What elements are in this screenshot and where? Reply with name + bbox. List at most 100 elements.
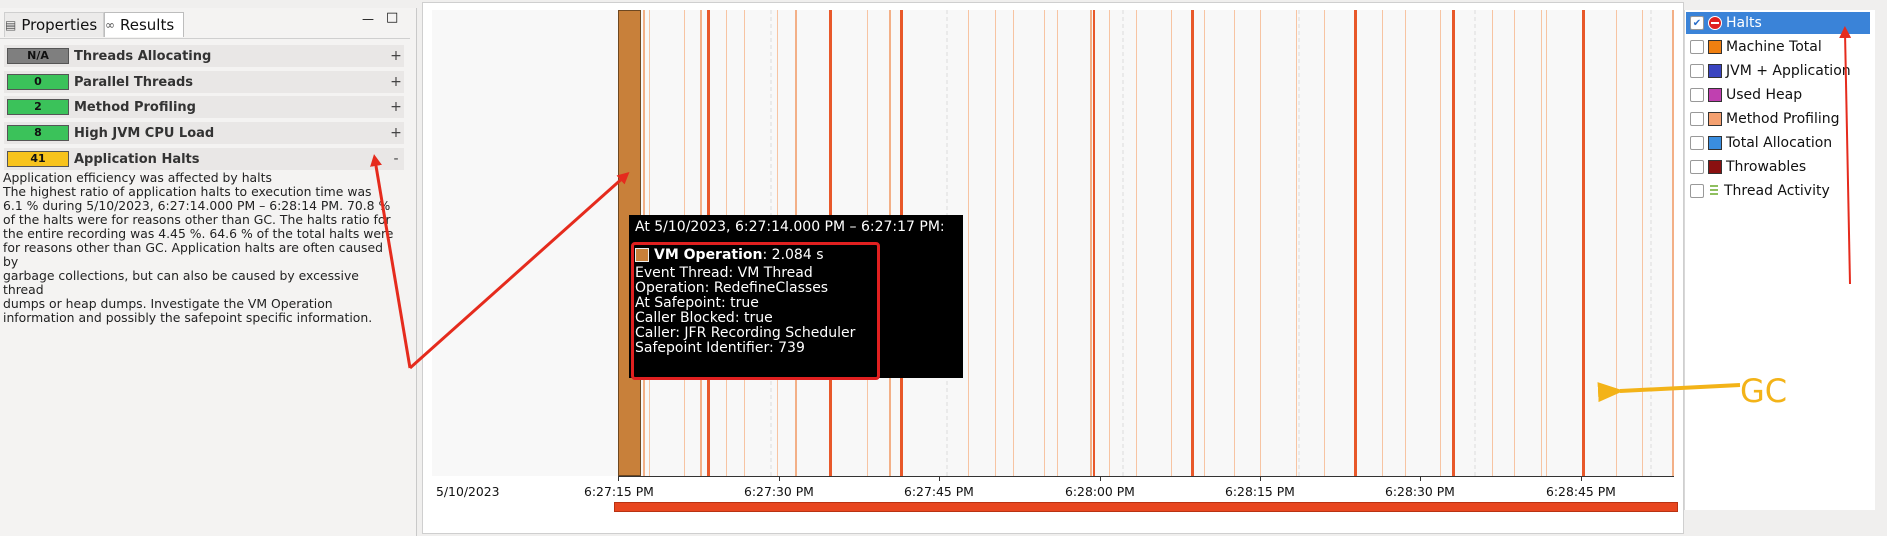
- arrow-to-application-halts: [370, 154, 412, 369]
- halt-bar[interactable]: [1013, 10, 1014, 476]
- x-tick-label: 6:27:45 PM: [904, 484, 974, 499]
- tooltip-line: Event Thread: VM Thread: [635, 265, 813, 281]
- time-range-selector[interactable]: [614, 502, 1678, 512]
- halt-bar[interactable]: [1382, 10, 1383, 476]
- halt-bar[interactable]: [1582, 10, 1585, 476]
- maximize-button[interactable]: □: [386, 10, 399, 25]
- legend-checkbox[interactable]: [1690, 64, 1704, 78]
- tab-properties[interactable]: ▤ Properties: [4, 12, 104, 37]
- rule-label: Threads Allocating: [74, 48, 212, 64]
- legend-label: Throwables: [1726, 159, 1807, 175]
- legend-item[interactable]: Throwables: [1686, 156, 1870, 178]
- legend-label: JVM + Application: [1726, 63, 1851, 79]
- tooltip-line: Operation: RedefineClasses: [635, 280, 829, 296]
- legend-item[interactable]: Used Heap: [1686, 84, 1870, 106]
- legend-item[interactable]: Machine Total: [1686, 36, 1870, 58]
- tab-results[interactable]: ∞ Results: [104, 12, 184, 37]
- rule-row[interactable]: 41 Application Halts -: [4, 148, 404, 170]
- legend-checkbox[interactable]: [1690, 112, 1704, 126]
- x-tick-label: 6:28:15 PM: [1225, 484, 1295, 499]
- thread-activity-icon: [1710, 185, 1718, 197]
- legend-checkbox[interactable]: [1690, 40, 1704, 54]
- halt-bar[interactable]: [1093, 10, 1095, 476]
- halt-bar[interactable]: [1672, 10, 1674, 476]
- expand-toggle[interactable]: +: [390, 74, 402, 90]
- halt-bar[interactable]: [1109, 10, 1110, 476]
- panel-tab-bar: ▤ Properties ∞ Results: [0, 8, 410, 39]
- halt-bar[interactable]: [1324, 10, 1325, 476]
- halt-bar[interactable]: [1260, 10, 1261, 476]
- rule-score-badge: 0: [7, 74, 69, 90]
- arrow-to-halts-legend: [1839, 26, 1852, 285]
- minimize-button[interactable]: —: [362, 12, 374, 26]
- rule-row[interactable]: 2 Method Profiling +: [4, 96, 404, 118]
- halt-bar[interactable]: [1514, 10, 1515, 476]
- halt-bar[interactable]: [1452, 10, 1455, 476]
- tooltip-event-name: VM Operation: [654, 247, 763, 263]
- legend-swatch: [1708, 88, 1722, 102]
- legend-swatch: [1708, 64, 1722, 78]
- x-tick-label: 6:28:45 PM: [1546, 484, 1616, 499]
- results-icon: ∞: [105, 18, 115, 32]
- rule-label: Method Profiling: [74, 99, 196, 115]
- halt-bar[interactable]: [1057, 10, 1058, 476]
- vm-operation-swatch-icon: [635, 248, 649, 262]
- legend-checkbox[interactable]: [1690, 184, 1704, 198]
- halt-bar[interactable]: [1044, 10, 1045, 476]
- legend-checkbox[interactable]: [1690, 88, 1704, 102]
- halt-bar[interactable]: [1204, 10, 1205, 476]
- rule-row[interactable]: 8 High JVM CPU Load +: [4, 122, 404, 144]
- rule-score-badge: 2: [7, 99, 69, 115]
- halt-bar[interactable]: [1642, 10, 1643, 476]
- legend-checkbox[interactable]: [1690, 136, 1704, 150]
- x-tick: [939, 476, 940, 481]
- halt-bar[interactable]: [1296, 10, 1297, 476]
- halt-bar[interactable]: [1191, 10, 1194, 476]
- halt-bar[interactable]: [1171, 10, 1172, 476]
- halt-bar[interactable]: [1546, 10, 1547, 476]
- legend-label: Total Allocation: [1726, 135, 1833, 151]
- tooltip-line: Caller: JFR Recording Scheduler: [635, 325, 856, 341]
- legend-label: Halts: [1726, 15, 1762, 31]
- arrow-to-gc-bar: [1597, 382, 1741, 403]
- expand-toggle[interactable]: -: [393, 151, 399, 167]
- x-tick: [1581, 476, 1582, 481]
- tab-results-label: Results: [120, 16, 175, 34]
- x-tick-label: 6:28:00 PM: [1065, 484, 1135, 499]
- halt-bar[interactable]: [1090, 10, 1092, 476]
- x-tick: [1420, 476, 1421, 481]
- expand-toggle[interactable]: +: [390, 48, 402, 64]
- rule-row[interactable]: N/A Threads Allocating +: [4, 45, 404, 67]
- halt-bar[interactable]: [1541, 10, 1542, 476]
- no-entry-icon: [1708, 16, 1722, 30]
- halt-bar[interactable]: [968, 10, 969, 476]
- rule-score-badge: 41: [7, 151, 69, 167]
- halt-bar[interactable]: [1405, 10, 1406, 476]
- legend-item[interactable]: Thread Activity: [1686, 180, 1870, 202]
- halt-bar[interactable]: [1492, 10, 1493, 476]
- halt-bar[interactable]: [1234, 10, 1235, 476]
- x-tick-label: 6:27:30 PM: [744, 484, 814, 499]
- rule-description: Application efficiency was affected by h…: [3, 170, 394, 325]
- rule-score-badge: 8: [7, 125, 69, 141]
- x-tick: [1100, 476, 1101, 481]
- legend-checkbox[interactable]: ✔: [1690, 16, 1704, 30]
- expand-toggle[interactable]: +: [390, 99, 402, 115]
- expand-toggle[interactable]: +: [390, 125, 402, 141]
- legend-item[interactable]: ✔ Halts: [1686, 12, 1870, 34]
- halt-bar[interactable]: [1440, 10, 1441, 476]
- legend-swatch: [1708, 136, 1722, 150]
- legend-item[interactable]: JVM + Application: [1686, 60, 1870, 82]
- halt-bar[interactable]: [995, 10, 996, 476]
- legend-checkbox[interactable]: [1690, 160, 1704, 174]
- halt-bar[interactable]: [1616, 10, 1617, 476]
- halt-bar[interactable]: [1136, 10, 1137, 476]
- x-axis: [618, 476, 1674, 477]
- tab-properties-label: Properties: [21, 16, 98, 34]
- rule-row[interactable]: 0 Parallel Threads +: [4, 71, 404, 93]
- halt-bar[interactable]: [1354, 10, 1357, 476]
- legend-item[interactable]: Method Profiling: [1686, 108, 1870, 130]
- rule-label: High JVM CPU Load: [74, 125, 215, 141]
- legend-item[interactable]: Total Allocation: [1686, 132, 1870, 154]
- x-axis-date-label: 5/10/2023: [436, 484, 500, 499]
